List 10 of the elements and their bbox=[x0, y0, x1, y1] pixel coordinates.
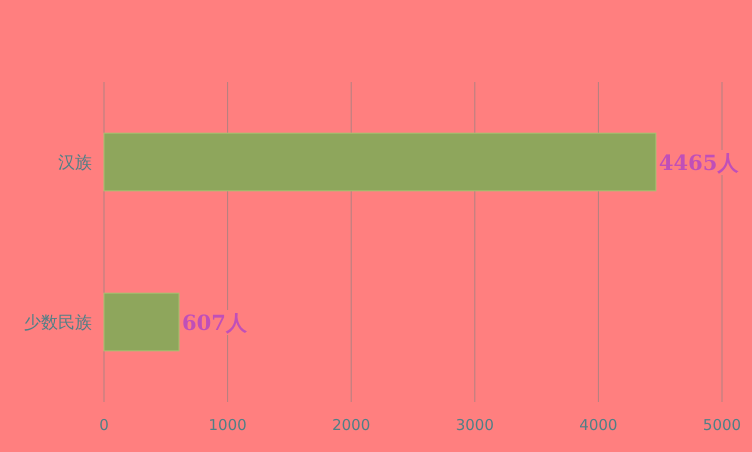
data-label: 607人 bbox=[182, 310, 248, 335]
y-tick-label: 汉族 bbox=[58, 153, 92, 173]
x-tick-label: 3000 bbox=[456, 416, 494, 434]
x-tick-label: 4000 bbox=[579, 416, 618, 434]
data-label: 4465人 bbox=[658, 150, 740, 175]
y-tick-label: 少数民族 bbox=[24, 313, 92, 333]
x-tick-label: 5000 bbox=[702, 416, 742, 434]
x-tick-label: 1000 bbox=[208, 416, 247, 434]
x-tick-label: 2000 bbox=[332, 416, 370, 434]
x-tick-label: 0 bbox=[99, 416, 109, 434]
